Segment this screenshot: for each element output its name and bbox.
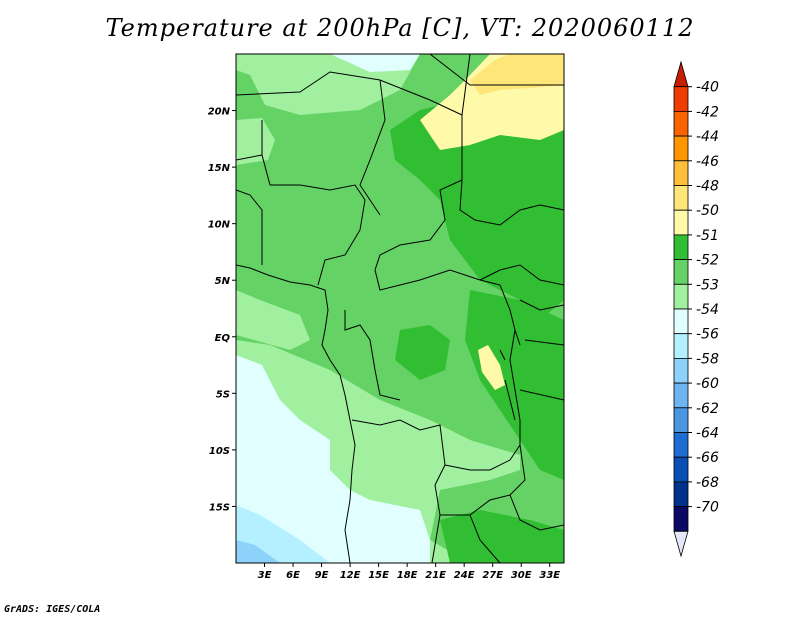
colorbar-swatch bbox=[673, 135, 689, 162]
colorbar-label: -64 bbox=[696, 426, 719, 442]
grads-credit: GrADS: IGES/COLA bbox=[4, 604, 101, 615]
colorbar-label: -70 bbox=[696, 500, 719, 516]
lat-tick-label: 5N bbox=[215, 276, 231, 287]
field-band-54-sahara bbox=[236, 118, 275, 165]
country-borders bbox=[236, 54, 564, 563]
field-band-54-coast bbox=[236, 290, 310, 350]
border-sudan-ethiopia bbox=[459, 179, 564, 226]
border-angola bbox=[351, 419, 446, 516]
colorbar-label: -50 bbox=[696, 203, 719, 219]
field-band-60-corner bbox=[236, 540, 280, 563]
colorbar-label: -51 bbox=[696, 228, 719, 244]
colorbar-swatch bbox=[673, 259, 689, 285]
colorbar-label: -44 bbox=[696, 129, 719, 145]
colorbar-swatch bbox=[673, 456, 689, 483]
field-band-52-congo bbox=[395, 325, 450, 380]
colorbar-swatch bbox=[673, 407, 689, 433]
colorbar-swatch bbox=[673, 432, 689, 458]
colorbar-label: -54 bbox=[696, 302, 719, 318]
border-nigeria bbox=[270, 184, 366, 286]
colorbar-swatch bbox=[673, 357, 689, 384]
colorbar-label: -48 bbox=[696, 179, 719, 195]
lon-tick-label: 30E bbox=[511, 570, 532, 581]
colorbar-label: -68 bbox=[696, 475, 719, 491]
border-west-africa bbox=[236, 120, 271, 265]
axis-ticks: 3E 6E 9E 12E 15E 18E 21E 24E 27E 30E 33E 20N 15N 10N 5… bbox=[208, 107, 561, 581]
field-band-51-rift bbox=[478, 345, 505, 390]
lon-tick-label: 15E bbox=[368, 570, 389, 581]
map-frame bbox=[235, 53, 565, 564]
colorbar-swatch bbox=[673, 234, 689, 260]
colorbar-label: -46 bbox=[696, 154, 719, 170]
border-drc-east bbox=[499, 284, 521, 445]
lon-tick-label: 3E bbox=[258, 570, 272, 581]
colorbar-label: -42 bbox=[696, 104, 719, 120]
border-southern-africa bbox=[431, 494, 564, 563]
colorbar-swatch bbox=[673, 86, 689, 112]
border-lakes bbox=[499, 329, 521, 421]
lon-tick-label: 12E bbox=[340, 570, 361, 581]
lon-tick-label: 18E bbox=[397, 570, 418, 581]
lon-tick-label: 9E bbox=[315, 570, 329, 581]
lat-tick-label: 10S bbox=[209, 446, 230, 457]
lon-tick-label: 21E bbox=[425, 570, 446, 581]
colorbar-bottom-arrow bbox=[673, 530, 689, 558]
colorbar-swatch bbox=[673, 382, 689, 409]
colorbar-swatch bbox=[673, 283, 689, 310]
field-band-52-south bbox=[440, 510, 564, 563]
colorbar-swatch bbox=[673, 481, 689, 507]
colorbar-swatch bbox=[673, 160, 689, 186]
lat-tick-label: 15S bbox=[209, 502, 230, 513]
colorbar: -40 -42 -44 -46 -48 -50 -51 -52 -53 -54 -56 -58 -60 -… bbox=[673, 60, 719, 558]
colorbar-swatch bbox=[673, 111, 689, 137]
border-chad-sudan bbox=[374, 54, 471, 271]
border-south-sudan bbox=[479, 264, 564, 286]
lat-tick-label: 5S bbox=[216, 389, 230, 400]
border-zambia bbox=[440, 443, 526, 516]
border-niger-chad bbox=[359, 79, 386, 216]
border-libya-egypt bbox=[429, 54, 564, 86]
lon-tick-label: 24E bbox=[454, 570, 475, 581]
colorbar-label: -66 bbox=[696, 450, 719, 466]
border-coastline-west bbox=[236, 264, 356, 563]
lat-tick-label: EQ bbox=[215, 333, 231, 344]
colorbar-swatch bbox=[673, 209, 689, 236]
lon-tick-label: 33E bbox=[539, 570, 560, 581]
colorbar-swatch bbox=[673, 185, 689, 211]
lon-tick-label: 6E bbox=[286, 570, 300, 581]
colorbar-label: -56 bbox=[696, 327, 719, 343]
colorbar-swatch bbox=[673, 506, 689, 532]
map-title: Temperature at 200hPa [C], VT: 202006011… bbox=[105, 14, 695, 42]
colorbar-label: -52 bbox=[696, 253, 719, 269]
temperature-field bbox=[236, 54, 564, 563]
colorbar-label: -58 bbox=[696, 351, 719, 367]
lat-tick-label: 15N bbox=[208, 163, 231, 174]
field-band-56-north bbox=[330, 54, 420, 72]
colorbar-swatch bbox=[673, 333, 689, 359]
colorbar-top-arrow bbox=[673, 60, 689, 88]
border-congo bbox=[344, 310, 401, 401]
border-east-africa bbox=[519, 299, 564, 401]
colorbar-label: -60 bbox=[696, 376, 719, 392]
colorbar-label: -53 bbox=[696, 277, 719, 293]
field-band-56-ocean bbox=[236, 355, 430, 563]
colorbar-label: -62 bbox=[696, 401, 719, 417]
lat-tick-label: 20N bbox=[208, 107, 231, 118]
colorbar-swatch bbox=[673, 308, 689, 335]
lon-tick-label: 27E bbox=[482, 570, 503, 581]
colorbar-label: -40 bbox=[696, 80, 719, 96]
lat-tick-label: 10N bbox=[208, 220, 231, 231]
